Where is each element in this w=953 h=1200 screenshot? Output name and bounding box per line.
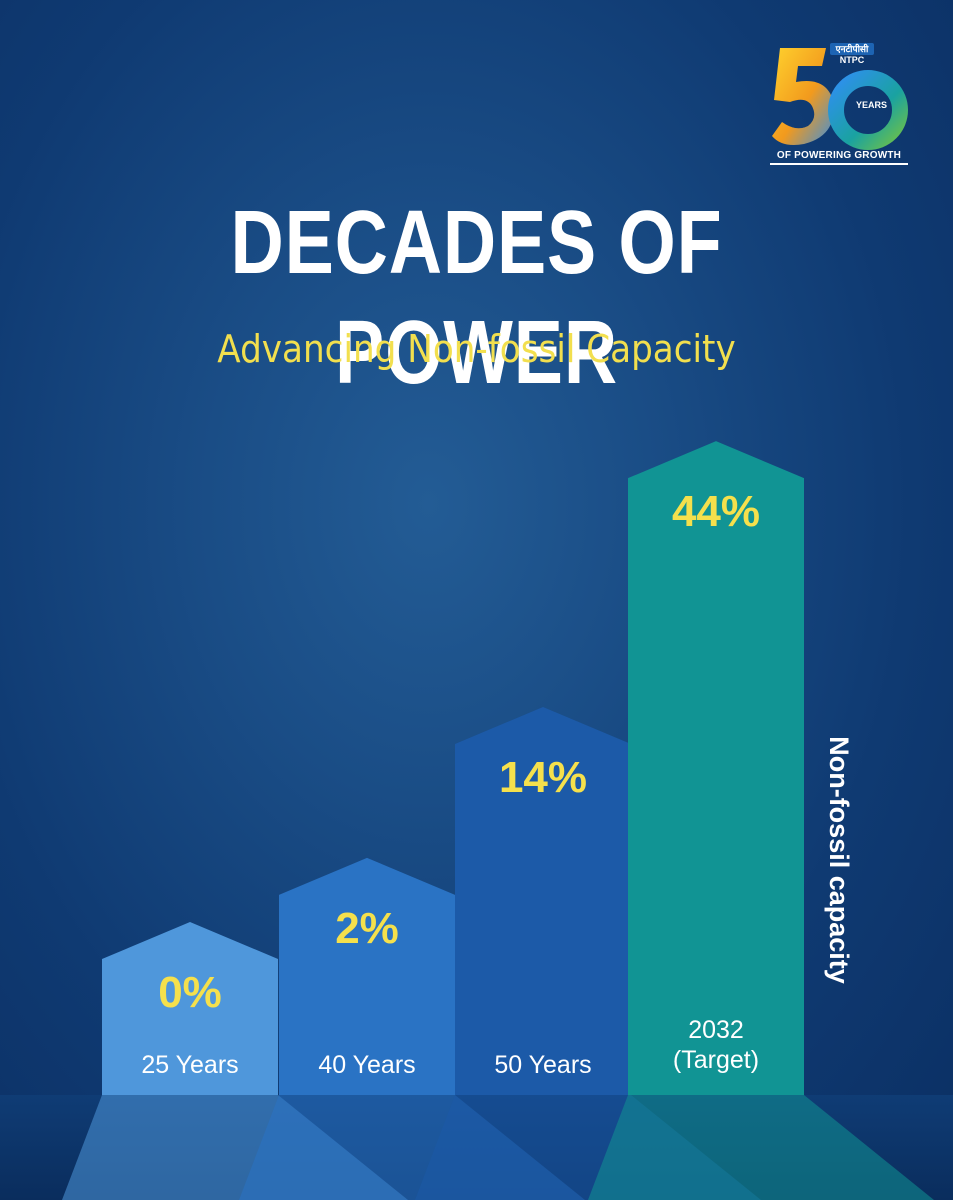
- category-label: 2032 (Target): [673, 1016, 759, 1074]
- bar-labels: 0% 25 Years 2% 40 Years 14% 50 Years 44% 2032 (T…: [141, 487, 760, 1079]
- logo-hindi-text: एनटीपीसी: [830, 43, 874, 55]
- bar-1: [102, 922, 278, 1095]
- bar-value-label: 0%: [158, 968, 222, 1017]
- logo-org-name: NTPC: [839, 55, 865, 65]
- category-label: 50 Years: [494, 1051, 591, 1079]
- logo-tagline: OF POWERING GROWTH: [776, 150, 902, 161]
- page-title: DECADES OF POWER: [230, 193, 723, 403]
- y-axis-label: Non-fossil capacity: [824, 736, 854, 984]
- bar-value-label: 14%: [499, 753, 587, 802]
- logo-underline: [770, 163, 908, 165]
- bar-4: [628, 441, 804, 1096]
- page-subtitle: Advancing Non-fossil Capacity: [217, 327, 736, 371]
- bar-2: [279, 857, 455, 1095]
- category-label: 25 Years: [141, 1051, 238, 1079]
- bar-value-label: 2%: [335, 904, 399, 953]
- bar-floor-shadows: [62, 1095, 934, 1200]
- category-label: 40 Years: [318, 1051, 415, 1079]
- ntpc-50-years-logo: एनटीपीसी NTPC YEARS OF POWERING GROWTH: [768, 40, 908, 170]
- logo-years-text: YEARS: [856, 100, 888, 110]
- bars: [102, 441, 804, 1096]
- bar-shadow: [588, 1095, 934, 1200]
- bar-value-label: 44%: [672, 487, 760, 536]
- fifty-years-emblem-icon: [772, 48, 908, 150]
- bar-3: [455, 707, 631, 1095]
